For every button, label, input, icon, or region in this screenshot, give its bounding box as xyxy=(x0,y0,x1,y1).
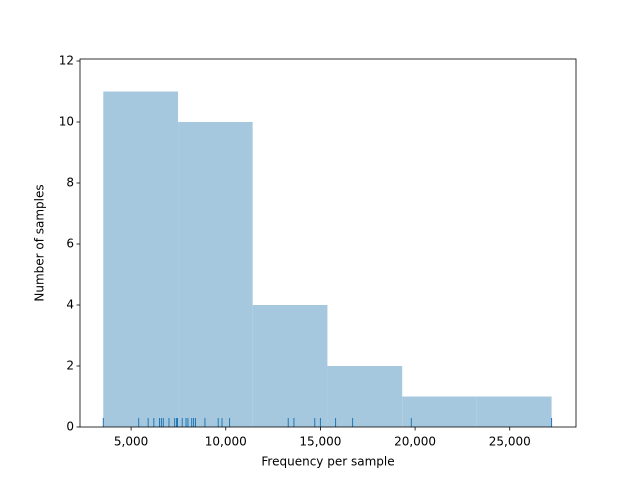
y-tick-label: 4 xyxy=(66,298,74,312)
bar xyxy=(476,396,552,427)
y-tick-label: 6 xyxy=(66,237,74,251)
y-tick-label: 12 xyxy=(59,54,74,68)
y-axis-label: Number of samples xyxy=(33,184,47,301)
bar xyxy=(402,396,477,427)
x-tick-label: 15,000 xyxy=(299,435,341,449)
x-axis-label: Frequency per sample xyxy=(261,455,394,469)
bar xyxy=(178,122,253,427)
y-tick-label: 10 xyxy=(59,115,74,129)
y-tick-label: 0 xyxy=(66,420,74,434)
bar xyxy=(252,305,328,427)
plot-frame xyxy=(79,58,577,428)
x-tick-label: 20,000 xyxy=(394,435,436,449)
x-tick-label: 25,000 xyxy=(489,435,531,449)
y-tick-label: 2 xyxy=(66,359,74,373)
bar xyxy=(103,91,179,427)
y-tick-label: 8 xyxy=(66,176,74,190)
bar xyxy=(327,366,403,427)
x-tick-label: 10,000 xyxy=(205,435,247,449)
x-tick-label: 5,000 xyxy=(114,435,148,449)
